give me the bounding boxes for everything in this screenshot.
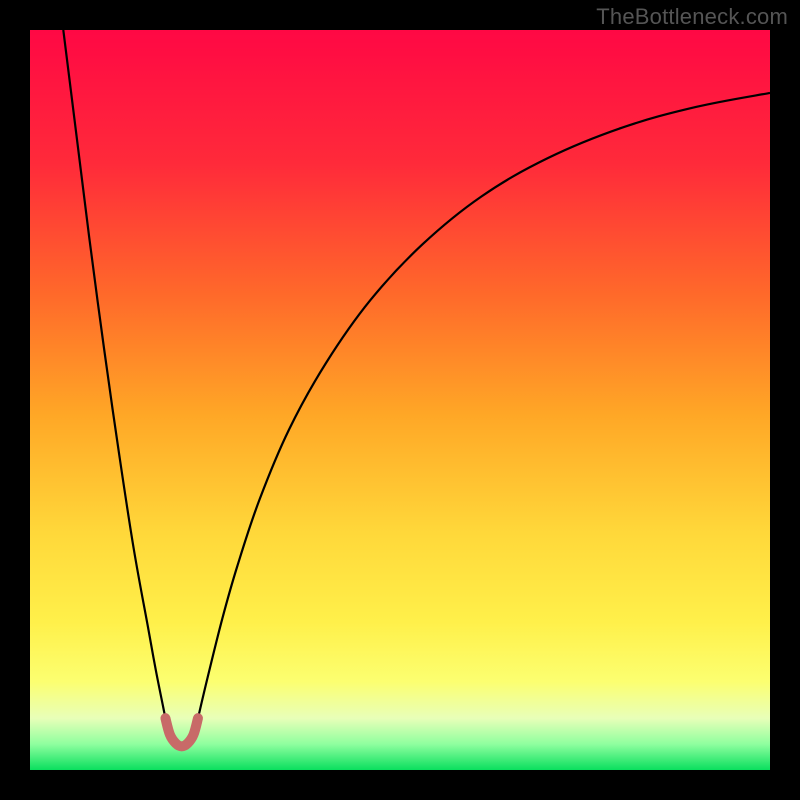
chart-plot-area xyxy=(30,30,770,770)
watermark-text: TheBottleneck.com xyxy=(596,4,788,30)
chart-container: TheBottleneck.com xyxy=(0,0,800,800)
bottleneck-chart xyxy=(0,0,800,800)
